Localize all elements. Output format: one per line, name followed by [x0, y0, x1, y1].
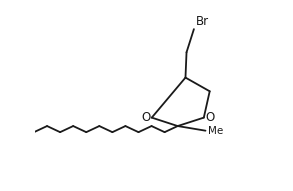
Text: O: O	[205, 111, 214, 124]
Text: O: O	[142, 111, 151, 124]
Text: Br: Br	[196, 15, 209, 28]
Text: Me: Me	[208, 126, 224, 136]
